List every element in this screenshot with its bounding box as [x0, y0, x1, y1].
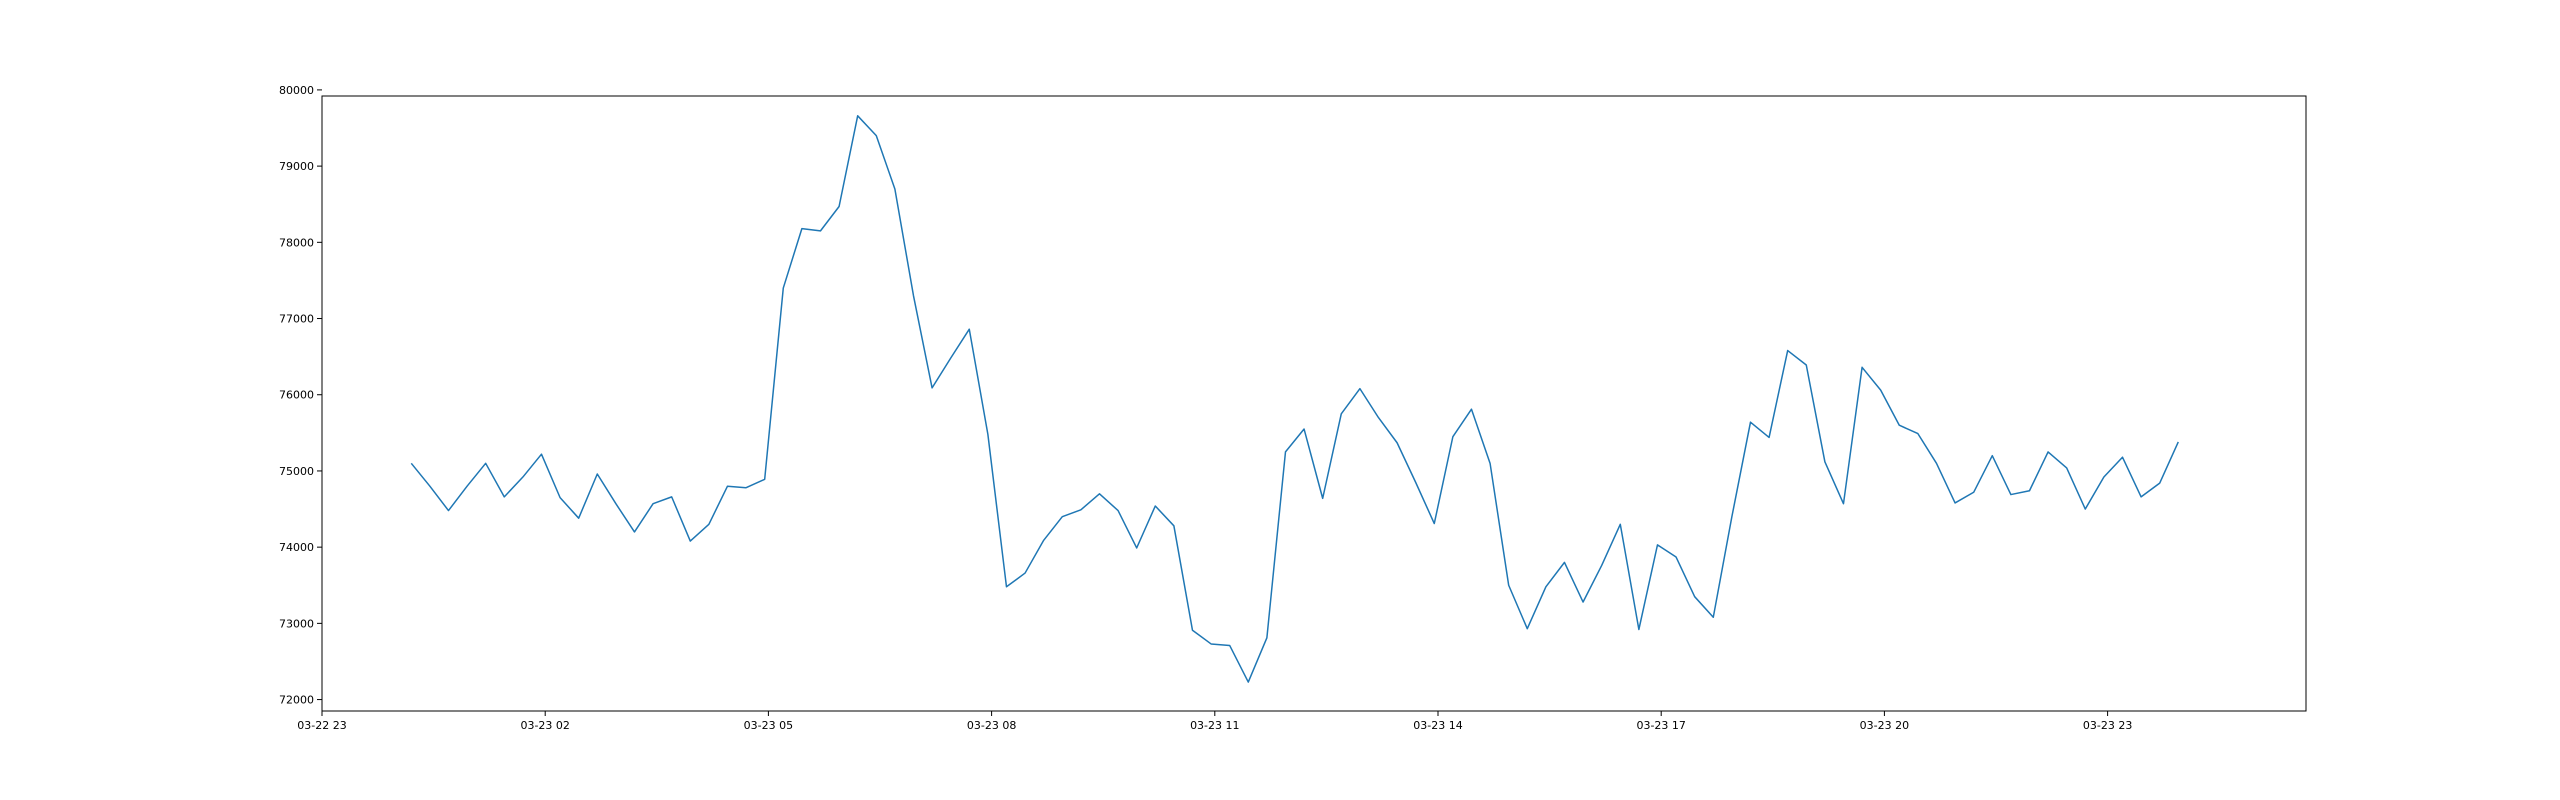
y-tick-label: 75000 — [279, 465, 314, 478]
x-tick-label: 03-22 23 — [297, 719, 346, 732]
series-layer — [410, 115, 2179, 683]
y-axis: 72000 73000 74000 75000 76000 77000 78000 79000… — [279, 84, 322, 707]
x-tick-label: 03-23 08 — [967, 719, 1016, 732]
y-tick-label: 79000 — [279, 160, 314, 173]
y-tick-label: 74000 — [279, 541, 314, 554]
x-tick-label: 03-23 23 — [2083, 719, 2132, 732]
y-tick-label: 77000 — [279, 313, 314, 326]
y-tick-label: 76000 — [279, 389, 314, 402]
y-tick-label: 72000 — [279, 694, 314, 707]
x-tick-label: 03-23 05 — [744, 719, 793, 732]
x-axis: 03-22 23 03-23 02 03-23 05 03-23 08 03-23 11… — [297, 711, 2132, 732]
x-tick-label: 03-23 20 — [1860, 719, 1909, 732]
x-tick-label: 03-23 17 — [1636, 719, 1685, 732]
series-line-0 — [410, 115, 2179, 683]
y-tick-label: 73000 — [279, 617, 314, 630]
x-tick-label: 03-23 11 — [1190, 719, 1239, 732]
plot-frame — [321, 95, 2307, 712]
x-tick-label: 03-23 14 — [1413, 719, 1462, 732]
x-tick-label: 03-23 02 — [520, 719, 569, 732]
y-tick-label: 78000 — [279, 236, 314, 249]
y-tick-label: 80000 — [279, 84, 314, 97]
